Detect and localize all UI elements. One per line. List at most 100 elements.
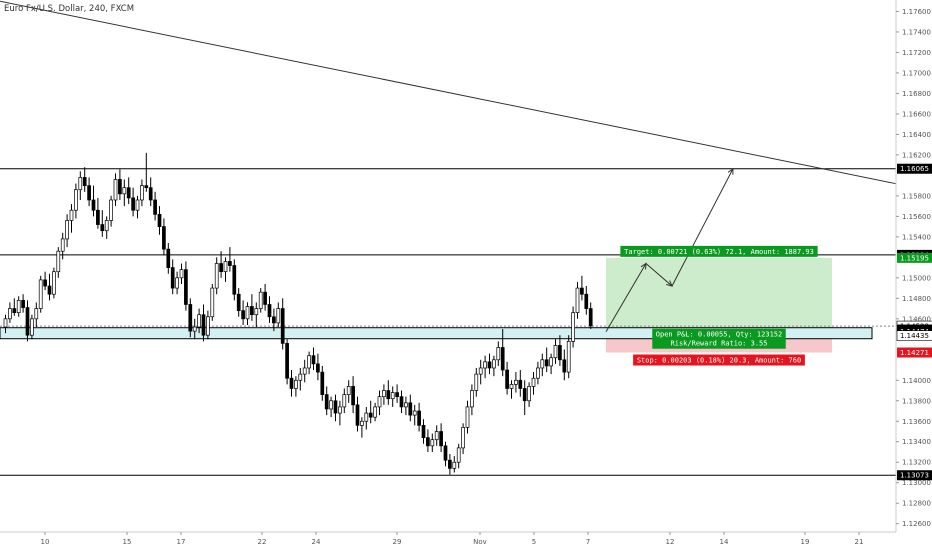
x-tick-label: 5 <box>532 538 536 546</box>
y-tick-label: 1.16800 <box>902 90 931 98</box>
y-tick-label: 1.17200 <box>902 49 931 57</box>
candle-body <box>30 318 34 336</box>
target-label-bg <box>620 245 818 257</box>
candle-body <box>452 461 457 469</box>
candle-body <box>575 287 580 314</box>
candle-body <box>82 177 87 186</box>
open-pnl-label-bg <box>652 328 786 349</box>
y-tick-label: 1.16400 <box>902 131 931 139</box>
support-zone <box>0 327 873 340</box>
candle-body <box>562 359 567 373</box>
candle-body <box>192 326 197 332</box>
candle-body <box>430 439 435 447</box>
candle-body <box>408 402 413 416</box>
y-tick-label: 1.13000 <box>902 479 931 487</box>
candle-body <box>338 406 342 414</box>
time-axis[interactable]: 10 15 17 22 24 29 Nov 5 7 12 14 19 21 <box>0 531 896 546</box>
y-tick-label: 1.17000 <box>902 69 931 77</box>
candle-body <box>368 412 373 418</box>
price-tag-label: 1.14435 <box>900 332 929 340</box>
price-tag: 1.13073 <box>897 470 932 481</box>
x-tick-label: 14 <box>720 538 729 546</box>
candle-body <box>52 271 56 295</box>
y-tick-label: 1.14800 <box>902 295 931 303</box>
y-tick-label: 1.13200 <box>902 459 931 467</box>
projection-arrowhead <box>666 280 673 287</box>
candle-body <box>254 308 259 316</box>
candle-body <box>122 187 127 195</box>
candle-body <box>377 396 382 408</box>
candle-body <box>320 371 325 395</box>
candle-body <box>272 316 276 324</box>
x-tick-label: 7 <box>586 538 590 546</box>
candle-body <box>74 189 78 211</box>
candle-body <box>188 304 193 332</box>
candle-body <box>60 238 65 252</box>
candle-body <box>294 379 298 389</box>
candle-body <box>100 224 105 232</box>
x-tick-label: 15 <box>123 538 132 546</box>
drawing-lines[interactable] <box>0 0 897 476</box>
candle-body <box>289 377 294 389</box>
target-zone <box>606 257 832 332</box>
y-tick-label: 1.15400 <box>902 233 931 241</box>
price-tag-label: 1.14271 <box>900 349 929 357</box>
candle-body <box>219 263 223 273</box>
candle-body <box>584 293 589 309</box>
price-tag-label: 1.13073 <box>900 472 929 480</box>
stop-label-text: Stop: 0.00203 (0.18%) 20.3, Amount: 760 <box>637 357 801 365</box>
open-pnl-label: Open P&L: 0.00055, Qty: 123152Risk/Rewar… <box>652 328 786 349</box>
projection-arrowhead <box>727 167 734 175</box>
candle-body <box>522 388 527 402</box>
candle-body <box>179 269 184 279</box>
candle-body <box>333 400 338 414</box>
candle-body <box>250 306 254 316</box>
price-tag: 1.14271 <box>897 347 932 358</box>
candle-body <box>140 185 144 201</box>
projection-arrows[interactable] <box>605 167 734 332</box>
stop-label: Stop: 0.00203 (0.18%) 20.3, Amount: 760 <box>633 354 805 366</box>
candle-body <box>109 199 113 221</box>
candle-body <box>144 185 149 189</box>
candle-body <box>285 343 289 379</box>
candle-body <box>21 300 25 308</box>
candle-body <box>228 261 232 266</box>
projection-path <box>605 168 734 332</box>
candle-body <box>558 345 562 361</box>
candle-body <box>346 386 351 395</box>
candle-body <box>355 404 360 426</box>
candle-body <box>483 361 487 369</box>
candle-body <box>580 287 584 295</box>
position-labels: Target: 0.00721 (0.63%) 72.1, Amount: 18… <box>620 245 818 366</box>
candle-body <box>470 390 474 408</box>
target-label-text: Target: 0.00721 (0.63%) 72.1, Amount: 18… <box>624 248 814 256</box>
candle-body <box>135 199 140 211</box>
candle-body <box>364 412 369 422</box>
candle-body <box>351 386 355 406</box>
y-tick-label: 1.12600 <box>902 520 931 528</box>
candle-body <box>69 209 74 221</box>
projection-arrowhead <box>640 262 647 270</box>
candle-body <box>329 400 333 410</box>
price-tag-label: 1.15195 <box>900 254 929 262</box>
candle-body <box>487 361 492 369</box>
price-axis[interactable]: 1.17600 1.17400 1.17200 1.17000 1.16800 1.166… <box>895 0 931 532</box>
candle-body <box>78 177 83 191</box>
y-tick-label: 1.17400 <box>902 28 931 36</box>
candle-body <box>373 406 377 418</box>
candle-body <box>126 187 131 199</box>
candle-body <box>492 359 496 369</box>
candle-body <box>214 263 219 289</box>
price-tag-bg <box>896 330 932 342</box>
candle-body <box>148 187 153 201</box>
candle-body <box>386 390 391 400</box>
candle-body <box>527 386 531 402</box>
y-tick-label: 1.16200 <box>902 151 931 159</box>
x-tick-label: 12 <box>666 538 675 546</box>
candle-body <box>3 318 8 328</box>
candle-body <box>443 445 448 461</box>
candle-body <box>8 308 12 320</box>
candle-body <box>549 357 553 367</box>
candle-body <box>571 312 575 342</box>
